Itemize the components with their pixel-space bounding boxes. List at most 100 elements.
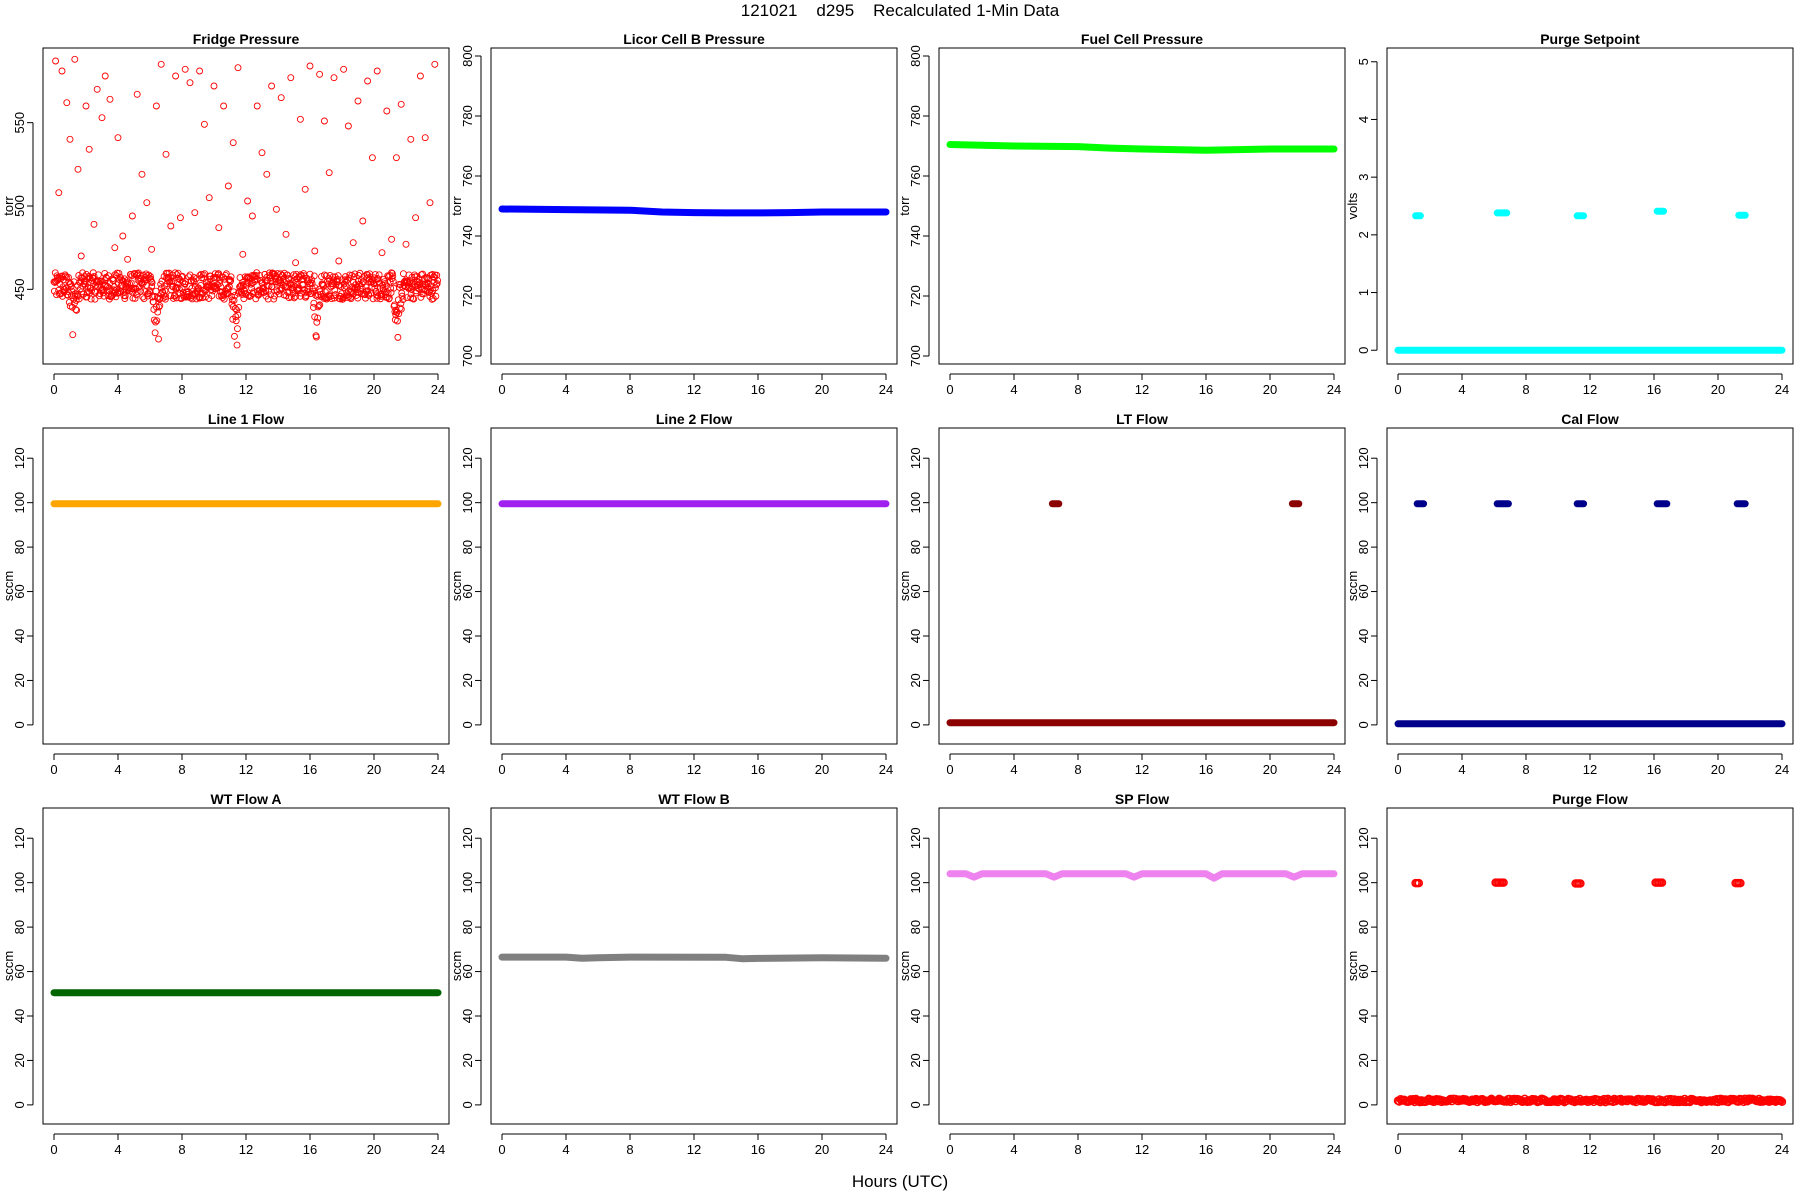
chart-title: Fridge Pressure xyxy=(193,31,300,47)
y-tick-label: 80 xyxy=(1356,540,1371,554)
data-point xyxy=(234,64,242,72)
data-point xyxy=(320,117,328,125)
data-point xyxy=(373,67,381,75)
y-tick-label: 20 xyxy=(908,1053,923,1067)
data-point xyxy=(257,288,265,296)
data-point xyxy=(59,292,66,300)
data-series xyxy=(946,870,1338,882)
data-point xyxy=(359,217,367,225)
data-point xyxy=(162,150,170,158)
y-axis-label: sccm xyxy=(449,951,464,981)
data-point xyxy=(65,273,72,281)
x-tick-label: 24 xyxy=(1775,1142,1789,1157)
data-point xyxy=(220,102,228,110)
x-tick-label: 24 xyxy=(1327,762,1341,777)
data-point xyxy=(162,293,170,301)
x-axis: 0 4 8 12 16 20 24 xyxy=(946,373,1341,397)
data-point xyxy=(188,295,196,303)
data-point xyxy=(55,189,63,197)
data-point xyxy=(410,295,418,303)
data-point xyxy=(399,270,407,278)
y-tick-label: 0 xyxy=(12,1101,27,1108)
data-point xyxy=(314,303,322,311)
chart-title: Cal Flow xyxy=(1561,411,1619,427)
data-point xyxy=(121,292,129,300)
x-tick-label: 12 xyxy=(1135,1142,1149,1157)
data-point xyxy=(256,271,264,279)
data-point xyxy=(119,232,127,240)
y-axis-label: sccm xyxy=(1345,951,1360,981)
data-point xyxy=(1414,878,1424,888)
y-tick-label: 40 xyxy=(908,1009,923,1023)
data-point xyxy=(370,280,378,288)
data-point xyxy=(199,271,207,279)
data-point xyxy=(296,115,304,123)
y-tick-label: 450 xyxy=(12,278,27,300)
x-axis: 0 4 8 12 16 20 24 xyxy=(946,1133,1341,1157)
plot-frame xyxy=(490,47,898,365)
y-axis: 450 500 550 xyxy=(12,112,34,300)
y-axis-label: sccm xyxy=(449,571,464,601)
data-point xyxy=(407,135,415,143)
data-point xyxy=(156,302,164,310)
x-tick-label: 20 xyxy=(1711,382,1725,397)
data-point xyxy=(94,278,102,286)
data-point xyxy=(79,269,87,277)
data-point xyxy=(392,154,400,162)
data-point xyxy=(431,60,439,68)
y-tick-label: 60 xyxy=(12,584,27,598)
y-tick-label: 20 xyxy=(12,673,27,687)
y-axis-label: volts xyxy=(1345,192,1360,219)
data-point xyxy=(71,55,79,63)
x-axis: 0 4 8 12 16 20 24 xyxy=(1394,373,1789,397)
y-axis: 0 20 40 60 80 100 120 xyxy=(460,447,482,729)
data-point xyxy=(114,134,122,142)
x-tick-label: 0 xyxy=(498,382,505,397)
y-tick-label: 100 xyxy=(1356,492,1371,514)
data-point xyxy=(334,272,342,280)
x-tick-label: 24 xyxy=(879,382,893,397)
data-point xyxy=(132,291,140,299)
y-tick-label: 120 xyxy=(12,827,27,849)
y-tick-label: 40 xyxy=(12,1009,27,1023)
data-point xyxy=(143,281,151,289)
data-series xyxy=(1394,207,1786,354)
chart-title: Purge Flow xyxy=(1552,791,1628,807)
data-point xyxy=(199,294,206,302)
x-tick-label: 12 xyxy=(239,762,253,777)
data-point xyxy=(340,65,348,73)
data-point xyxy=(90,220,98,228)
y-tick-label: 80 xyxy=(12,920,27,934)
x-tick-label: 8 xyxy=(1074,762,1081,777)
plot-frame xyxy=(1386,427,1794,745)
x-tick-label: 8 xyxy=(1522,1142,1529,1157)
y-tick-label: 100 xyxy=(12,492,27,514)
x-tick-label: 20 xyxy=(815,762,829,777)
data-point xyxy=(398,292,406,300)
data-series xyxy=(50,55,442,349)
y-axis-label: sccm xyxy=(1,951,16,981)
chart-title: WT Flow B xyxy=(658,791,730,807)
x-axis: 0 4 8 12 16 20 24 xyxy=(498,753,893,777)
plot-frame xyxy=(490,427,898,745)
data-point xyxy=(145,271,153,279)
x-tick-label: 20 xyxy=(1263,382,1277,397)
data-point xyxy=(248,284,255,292)
chart-title: LT Flow xyxy=(1116,411,1168,427)
data-point xyxy=(138,170,146,178)
data-point xyxy=(94,282,101,290)
x-tick-label: 8 xyxy=(1074,1142,1081,1157)
x-tick-label: 8 xyxy=(1074,382,1081,397)
data-point xyxy=(378,249,386,257)
chart-title: SP Flow xyxy=(1115,791,1169,807)
x-tick-label: 4 xyxy=(562,382,569,397)
y-tick-label: 0 xyxy=(460,1101,475,1108)
data-point xyxy=(431,284,439,292)
data-point xyxy=(320,281,328,289)
data-point xyxy=(210,82,218,90)
data-point xyxy=(52,57,60,65)
data-point xyxy=(314,314,322,322)
data-point xyxy=(54,273,62,281)
data-point xyxy=(1776,1096,1785,1106)
x-tick-label: 24 xyxy=(431,1142,445,1157)
